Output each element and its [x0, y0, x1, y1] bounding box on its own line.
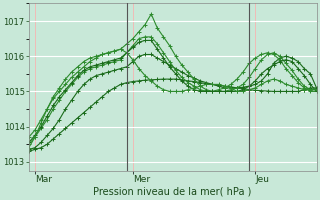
X-axis label: Pression niveau de la mer( hPa ): Pression niveau de la mer( hPa ) — [93, 187, 252, 197]
